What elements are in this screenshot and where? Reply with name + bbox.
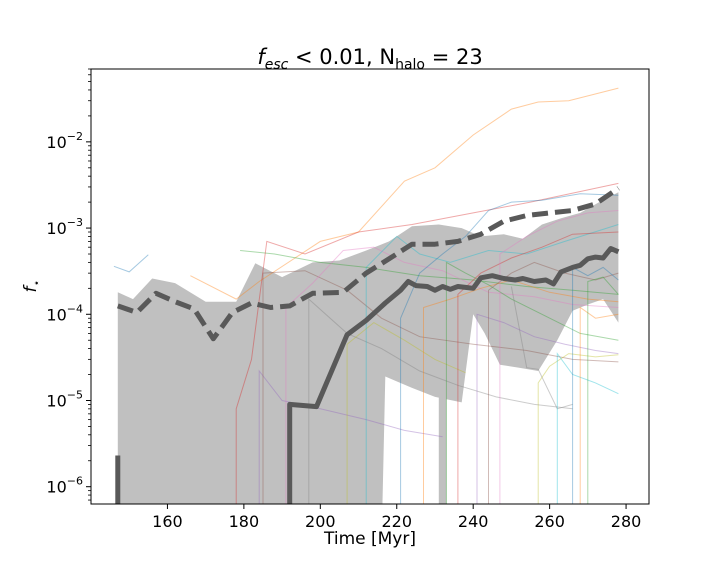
y-tick-label: 10−5	[46, 388, 83, 410]
y-tick-exponent: −4	[67, 302, 83, 315]
y-axis: 10−610−510−410−310−2	[46, 68, 91, 501]
y-tick-base: 10	[46, 391, 66, 410]
percentile-band	[438, 385, 447, 504]
svg-text:fesc < 0.01, Nhalo = 23: fesc < 0.01, Nhalo = 23	[257, 45, 482, 73]
y-tick-exponent: −3	[67, 216, 83, 229]
halo-track-line	[113, 254, 149, 273]
halo-track-line	[365, 224, 619, 504]
series-layer	[115, 186, 620, 504]
title-f: f	[257, 45, 268, 69]
x-tick-label: 240	[458, 512, 489, 531]
y-tick-base: 10	[46, 305, 66, 324]
title-f-sub: esc	[265, 57, 289, 73]
mean-dashed-line	[116, 186, 620, 342]
x-tick-label: 280	[611, 512, 642, 531]
halo-track-line	[510, 286, 573, 410]
x-tick-label: 160	[152, 512, 183, 531]
median-line	[287, 246, 620, 504]
y-label-f: f	[21, 283, 41, 292]
x-tick-label: 200	[305, 512, 336, 531]
halo-track-line	[285, 246, 619, 504]
title-condition: < 0.01, N	[288, 45, 395, 69]
halo-track-line	[258, 369, 443, 504]
y-tick-base: 10	[46, 133, 66, 152]
halo-track-line	[556, 352, 619, 504]
y-tick-label: 10−2	[46, 130, 83, 152]
halo-track-line	[235, 182, 619, 504]
halo-track-line	[346, 321, 466, 504]
y-tick-exponent: −5	[67, 388, 83, 401]
x-tick-label: 220	[381, 512, 412, 531]
x-tick-label: 180	[229, 512, 260, 531]
halo-track-line	[587, 276, 619, 504]
title-n-sub: halo	[395, 57, 425, 73]
halo-track-line	[423, 279, 619, 504]
y-tick-label: 10−6	[46, 475, 83, 497]
x-tick-label: 260	[534, 512, 565, 531]
halo-track-line	[476, 313, 619, 504]
halo-track-line	[190, 87, 619, 300]
halo-track-line	[488, 261, 619, 504]
y-tick-label: 10−4	[46, 302, 83, 324]
halo-track-line	[499, 210, 619, 504]
chart-title: fesc < 0.01, Nhalo = 23	[257, 45, 482, 73]
x-axis: 160 180 200 220 240 260 280	[152, 504, 641, 531]
halo-track-line	[240, 250, 619, 295]
halo-track-line	[572, 266, 619, 504]
halo-track-line	[400, 193, 619, 504]
halo-track-line	[262, 270, 619, 504]
y-tick-exponent: −6	[67, 475, 83, 488]
y-tick-base: 10	[46, 478, 66, 497]
y-tick-base: 10	[46, 219, 66, 238]
plot-frame	[90, 68, 650, 505]
halo-track-line	[445, 261, 619, 504]
x-axis-label: Time [Myr]	[323, 529, 416, 549]
percentile-band	[117, 192, 619, 504]
halo-track-line	[308, 297, 573, 504]
title-count: = 23	[425, 45, 483, 69]
halo-track-line	[579, 306, 619, 504]
y-axis-label: f⋆	[21, 280, 43, 293]
halo-tracks-layer	[113, 87, 619, 504]
y-label-sub: ⋆	[30, 280, 43, 287]
y-tick-label: 10−3	[46, 216, 83, 238]
halo-track-line	[457, 231, 619, 504]
band-layer	[117, 192, 619, 504]
y-tick-exponent: −2	[67, 130, 83, 143]
halo-track-line	[537, 353, 619, 504]
